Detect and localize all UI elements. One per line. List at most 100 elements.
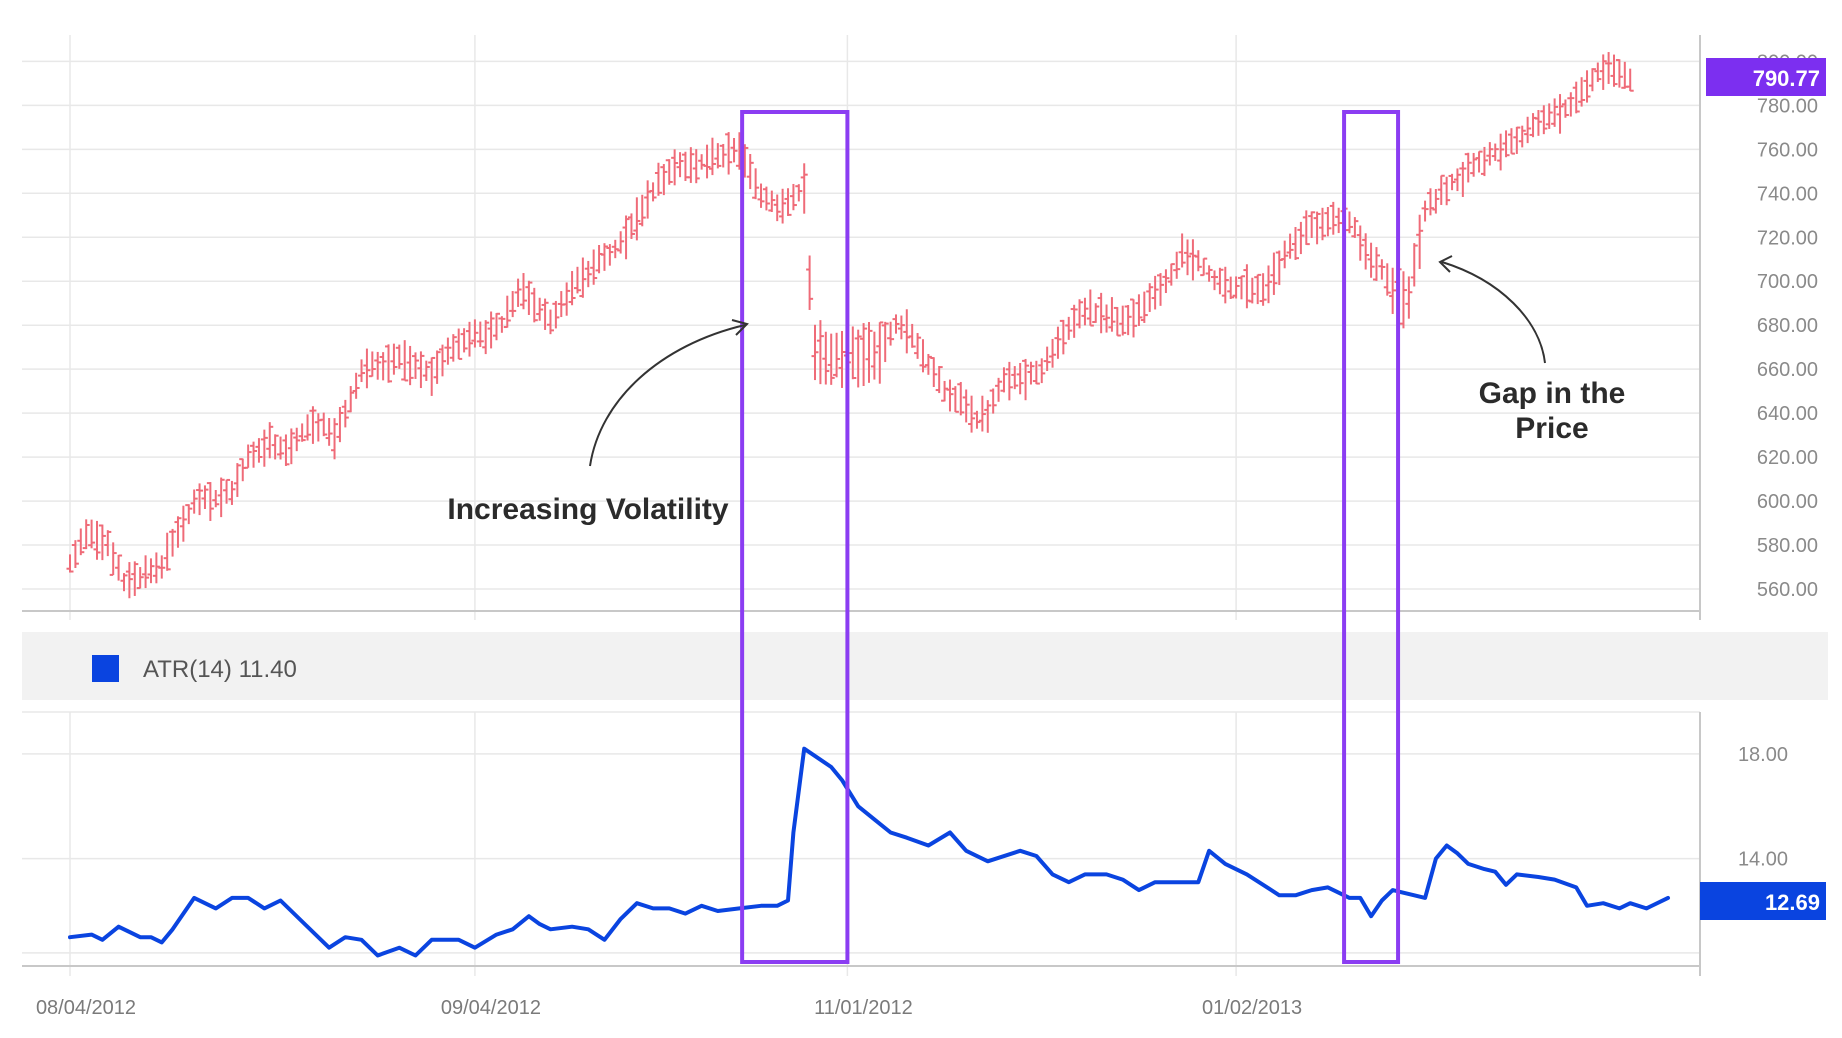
price-bar bbox=[444, 337, 452, 365]
price-bar bbox=[1103, 304, 1111, 333]
price-tick-label: 760.00 bbox=[1757, 139, 1818, 161]
price-bar bbox=[536, 297, 544, 321]
price-bar bbox=[417, 351, 425, 389]
price-bar bbox=[1254, 273, 1262, 305]
price-bar bbox=[519, 273, 527, 310]
price-bar bbox=[352, 372, 360, 399]
price-bar bbox=[973, 410, 981, 429]
price-bar bbox=[784, 188, 792, 216]
price-bars bbox=[66, 52, 1634, 599]
price-bar bbox=[914, 333, 922, 359]
price-tick-label: 640.00 bbox=[1757, 403, 1818, 425]
last-atr-tag: 12.69 bbox=[1700, 882, 1826, 920]
price-bar bbox=[1383, 263, 1391, 296]
price-tick-label: 580.00 bbox=[1757, 535, 1818, 557]
price-panel: 560.00 580.00 600.00 620.00 640.00 660.00 680.… bbox=[22, 35, 1826, 620]
price-bar bbox=[1281, 240, 1289, 269]
price-bar bbox=[671, 149, 679, 186]
atr-series-line bbox=[68, 746, 1670, 958]
price-bar bbox=[708, 137, 716, 176]
price-bar bbox=[757, 183, 765, 208]
price-bar bbox=[1081, 297, 1089, 326]
price-bar bbox=[1545, 103, 1553, 129]
price-bar bbox=[568, 271, 576, 306]
price-bar bbox=[746, 153, 754, 190]
price-bar bbox=[1070, 304, 1078, 338]
last-atr-label: 12.69 bbox=[1765, 890, 1820, 915]
price-bar bbox=[1329, 201, 1337, 235]
price-tick-label: 560.00 bbox=[1757, 579, 1818, 601]
price-bar bbox=[1049, 338, 1057, 368]
price-bar bbox=[1297, 221, 1305, 255]
price-bar bbox=[1313, 211, 1321, 245]
price-bar bbox=[1113, 306, 1121, 337]
price-bar bbox=[109, 542, 117, 576]
price-bar bbox=[573, 266, 581, 294]
price-bar bbox=[174, 516, 182, 548]
price-bar bbox=[1011, 366, 1019, 390]
price-bar bbox=[919, 339, 927, 373]
price-bar bbox=[946, 379, 954, 412]
price-bar bbox=[1356, 225, 1364, 261]
price-bar bbox=[617, 231, 625, 254]
price-bar bbox=[870, 331, 878, 380]
price-bar bbox=[158, 555, 166, 579]
price-bar bbox=[1194, 250, 1202, 272]
price-bar bbox=[1399, 271, 1407, 329]
price-bar bbox=[1416, 214, 1424, 269]
price-bar bbox=[1140, 291, 1148, 323]
price-bar bbox=[1475, 150, 1483, 173]
price-bar bbox=[665, 159, 673, 185]
price-bar bbox=[169, 528, 177, 557]
price-bar bbox=[1486, 142, 1494, 166]
price-bar bbox=[714, 143, 722, 169]
price-bar bbox=[428, 356, 436, 396]
price-bar bbox=[1027, 361, 1035, 385]
price-bar bbox=[1605, 52, 1613, 84]
price-bar bbox=[1135, 294, 1143, 326]
price-bar bbox=[503, 295, 511, 329]
price-bar bbox=[1016, 362, 1024, 395]
price-bar bbox=[1405, 276, 1413, 319]
price-bar bbox=[881, 321, 889, 363]
gap-arrowhead bbox=[1438, 255, 1453, 273]
price-bar bbox=[644, 180, 652, 219]
price-bar bbox=[811, 324, 819, 381]
x-tick-label: 09/04/2012 bbox=[441, 997, 541, 1019]
price-bar bbox=[1076, 299, 1084, 329]
price-bar bbox=[347, 386, 355, 413]
price-bar bbox=[82, 519, 90, 550]
price-bar bbox=[1480, 146, 1488, 177]
price-bar bbox=[449, 334, 457, 362]
price-bar bbox=[1032, 360, 1040, 385]
price-bar bbox=[1232, 276, 1240, 299]
price-tick-label: 700.00 bbox=[1757, 271, 1818, 293]
price-bar bbox=[1108, 297, 1116, 332]
price-bar bbox=[233, 463, 241, 497]
price-bar bbox=[385, 344, 393, 383]
price-bar bbox=[1119, 305, 1127, 336]
atr-panel: 14.00 18.00 12.69 bbox=[22, 711, 1826, 976]
price-bar bbox=[687, 147, 695, 183]
price-bar bbox=[827, 333, 835, 385]
price-bar bbox=[147, 558, 155, 584]
price-bar bbox=[98, 524, 106, 561]
price-bar bbox=[1421, 200, 1429, 222]
price-bar bbox=[190, 489, 198, 514]
price-bar bbox=[1130, 298, 1138, 338]
price-bar bbox=[298, 423, 306, 442]
price-bar bbox=[957, 381, 965, 416]
price-bar bbox=[779, 188, 787, 224]
atr-tick-label: 18.00 bbox=[1738, 744, 1788, 766]
price-bar bbox=[1291, 226, 1299, 260]
price-bar bbox=[1211, 270, 1219, 291]
price-bar bbox=[654, 162, 662, 196]
price-bar bbox=[1324, 206, 1332, 237]
price-bar bbox=[1437, 174, 1445, 205]
price-bar bbox=[789, 183, 797, 211]
atr-legend-label: ATR(14) 11.40 bbox=[143, 656, 297, 683]
price-tick-label: 740.00 bbox=[1757, 183, 1818, 205]
price-bar bbox=[800, 163, 808, 214]
price-bar bbox=[1524, 116, 1532, 144]
price-bar bbox=[865, 322, 873, 383]
